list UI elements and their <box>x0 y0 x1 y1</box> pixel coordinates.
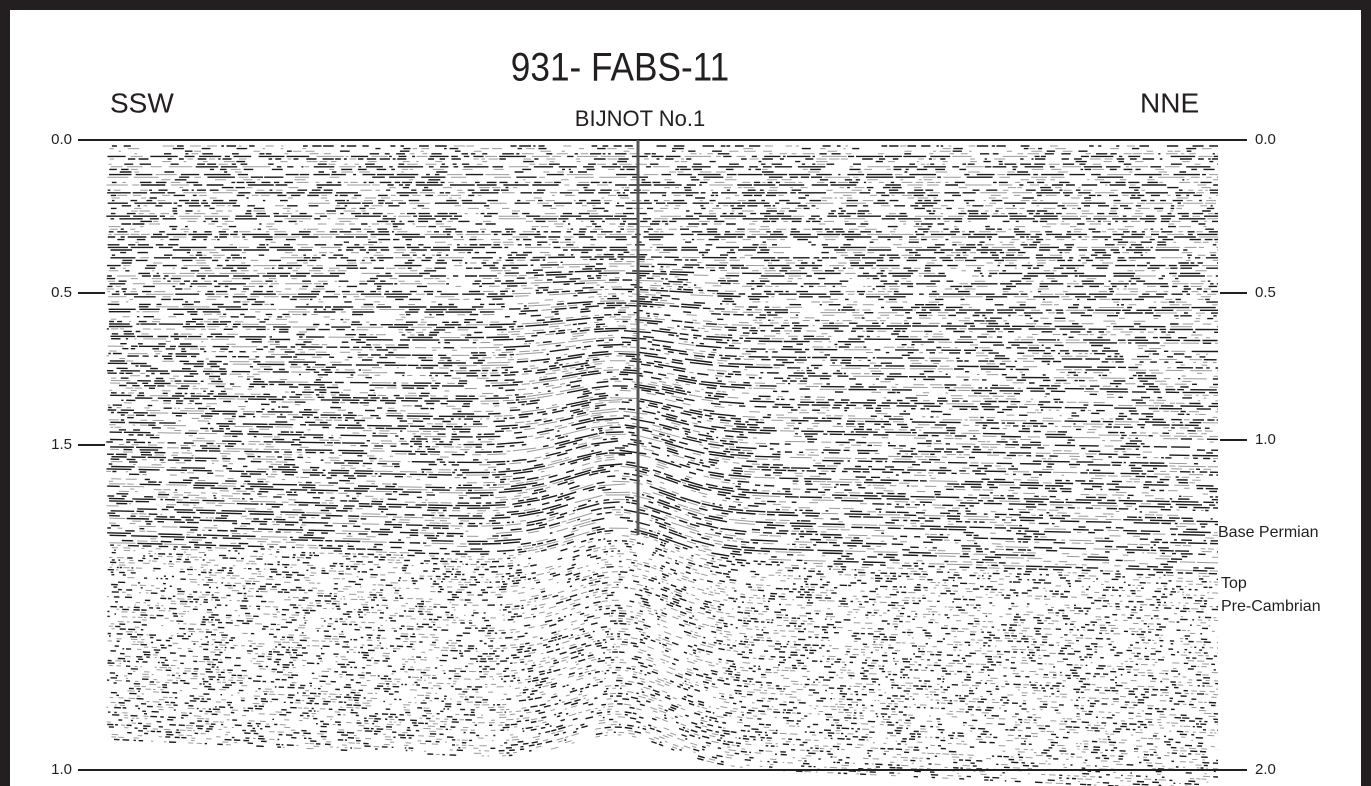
annotation: Top <box>1221 575 1247 592</box>
tick-label: 0.0 <box>1255 131 1276 148</box>
tick-label: 0.0 <box>51 131 72 148</box>
tick-label: 1.0 <box>51 761 72 778</box>
tick-label: 1.0 <box>1255 431 1276 448</box>
annotation: Base Permian <box>1218 524 1319 541</box>
left-direction: SSW <box>110 87 174 118</box>
annotation: Pre-Cambrian <box>1221 598 1321 615</box>
well-name: BIJNOT No.1 <box>575 106 705 131</box>
tick-label: 0.5 <box>1255 284 1276 301</box>
seismic-section: 931- FABS-11 SSW NNE BIJNOT No.1 0.0 0.5 1… <box>0 0 1371 786</box>
tick-label: 0.5 <box>51 284 72 301</box>
tick-label: 2.0 <box>1255 761 1276 778</box>
right-direction: NNE <box>1140 87 1199 118</box>
tick-label: 1.5 <box>51 436 72 453</box>
title: 931- FABS-11 <box>511 44 729 89</box>
